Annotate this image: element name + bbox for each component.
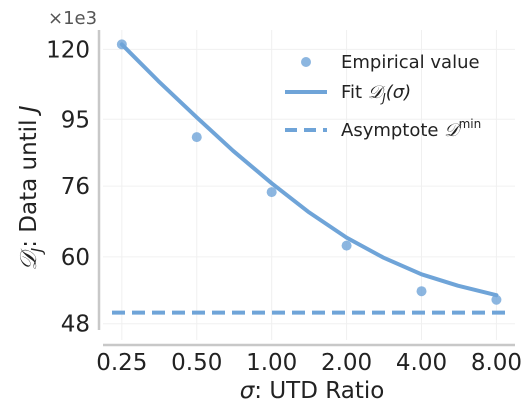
data-point (266, 187, 277, 198)
legend: Empirical value Fit 𝒟J(σ) Asymptote 𝒟min (285, 52, 481, 141)
legend-asymptote-sup: min (459, 117, 482, 131)
series-fit (119, 42, 499, 298)
x-axis-title-rest: : UTD Ratio (254, 378, 384, 404)
y-tick-labels: 48 60 76 95 120 (46, 37, 90, 337)
x-axis-title: σ: UTD Ratio (240, 378, 385, 404)
x-tick-label: 0.50 (171, 350, 222, 376)
x-tick-label: 2.00 (321, 350, 372, 376)
x-tick-labels: 0.25 0.50 1.00 2.00 4.00 8.00 (96, 350, 522, 376)
data-point (491, 294, 502, 305)
legend-fit-math: 𝒟 (368, 82, 386, 103)
y-axis-title-sub: J (28, 248, 46, 255)
y-tick-label: 76 (61, 174, 90, 200)
legend-fit-sub: J (380, 91, 386, 105)
data-point (116, 39, 127, 50)
y-axis-title-rest: : Data until (16, 112, 42, 248)
y-multiplier-label: ×1e3 (48, 8, 97, 29)
y-tick-label: 60 (61, 245, 90, 271)
legend-label-fit: Fit 𝒟J(σ) (341, 82, 411, 105)
y-tick-label: 48 (61, 312, 90, 338)
data-point (341, 240, 352, 251)
x-tick-label: 0.25 (96, 350, 147, 376)
x-tick-label: 1.00 (246, 350, 297, 376)
legend-fit-suffix: (σ) (386, 82, 411, 103)
y-axis-title: 𝒟J: Data until J (16, 105, 46, 270)
series-empirical (116, 39, 502, 305)
y-tick-label: 120 (46, 37, 90, 63)
x-axis-title-math: σ (240, 378, 256, 404)
legend-asymptote-prefix: Asymptote (341, 120, 444, 141)
fit-curve (119, 42, 499, 298)
x-tick-label: 4.00 (396, 350, 447, 376)
legend-asymptote-math: 𝒟 (444, 120, 462, 141)
legend-label-asymptote: Asymptote 𝒟min (341, 117, 481, 141)
legend-label-empirical: Empirical value (341, 52, 480, 73)
y-tick-label: 95 (61, 107, 90, 133)
y-axis-title-math: 𝒟 (16, 248, 42, 271)
data-point (191, 132, 202, 143)
legend-fit-prefix: Fit (341, 82, 368, 103)
data-point (416, 286, 427, 297)
y-axis-title-tail: J (16, 105, 42, 116)
grid (103, 30, 515, 340)
x-tick-label: 8.00 (471, 350, 522, 376)
legend-marker-empirical (301, 57, 311, 67)
